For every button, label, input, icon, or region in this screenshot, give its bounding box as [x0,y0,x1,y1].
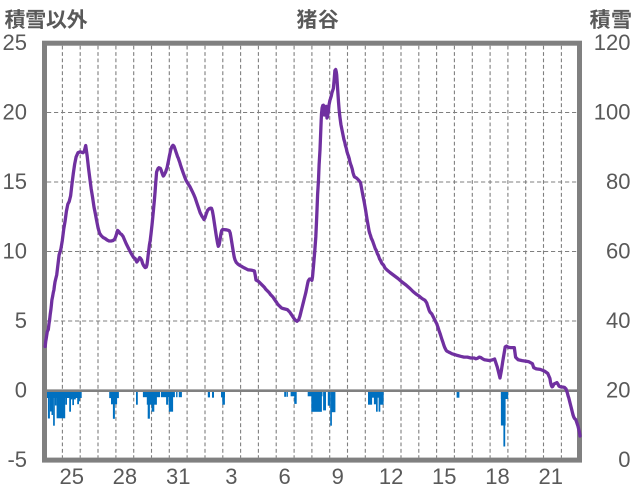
svg-text:-5: -5 [7,447,27,472]
svg-text:3: 3 [225,464,237,489]
svg-text:100: 100 [594,100,631,125]
svg-text:0: 0 [618,447,630,472]
svg-text:20: 20 [606,378,630,403]
svg-text:15: 15 [432,464,456,489]
svg-text:60: 60 [606,239,630,264]
svg-text:15: 15 [3,169,27,194]
svg-text:10: 10 [3,239,27,264]
svg-text:31: 31 [166,464,190,489]
svg-text:25: 25 [3,30,27,55]
svg-text:28: 28 [113,464,137,489]
svg-text:21: 21 [539,464,563,489]
svg-text:0: 0 [15,378,27,403]
svg-text:40: 40 [606,308,630,333]
svg-text:80: 80 [606,169,630,194]
svg-text:20: 20 [3,100,27,125]
svg-text:18: 18 [485,464,509,489]
svg-text:25: 25 [59,464,83,489]
svg-text:6: 6 [278,464,290,489]
svg-text:9: 9 [332,464,344,489]
svg-text:120: 120 [594,30,631,55]
svg-text:5: 5 [15,308,27,333]
svg-text:12: 12 [379,464,403,489]
